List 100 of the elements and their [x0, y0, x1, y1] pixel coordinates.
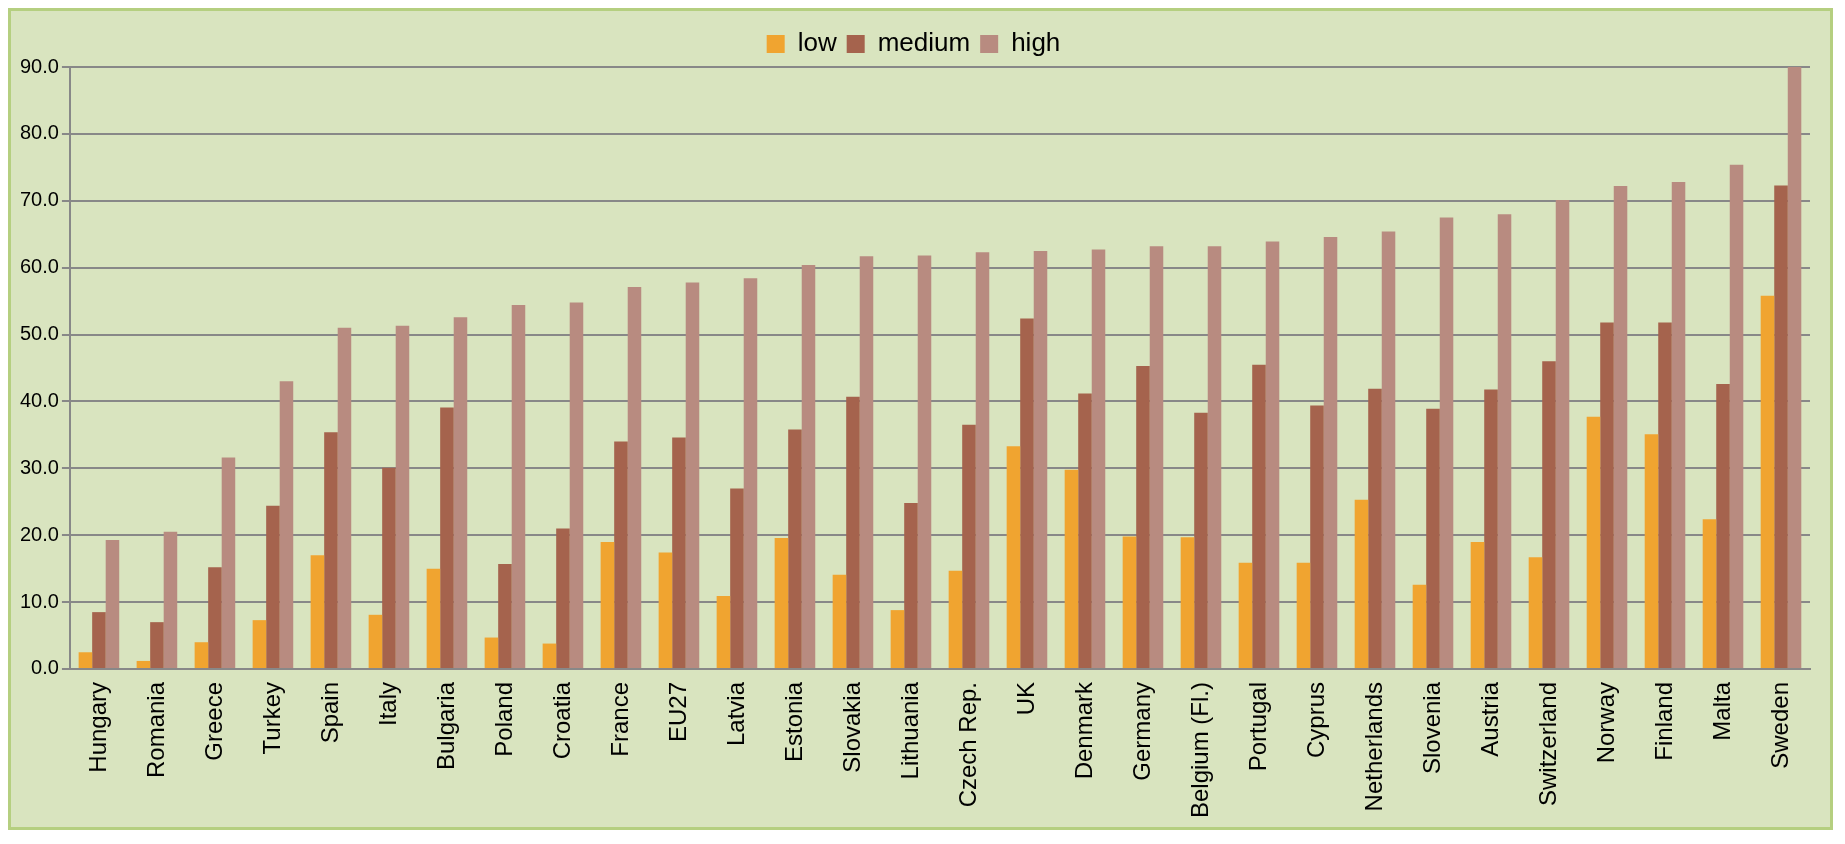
- x-tick-label: Sweden: [1765, 681, 1793, 769]
- y-tick-label: 10.0: [19, 589, 59, 612]
- bar: [1671, 182, 1686, 668]
- x-tick-label: France: [605, 681, 633, 757]
- x-tick-label: Lithuania: [895, 681, 923, 780]
- bar: [1368, 388, 1382, 668]
- bar: [975, 252, 990, 668]
- bar: [1020, 318, 1034, 668]
- bar: [1180, 537, 1195, 668]
- bar: [440, 407, 454, 668]
- y-tick-label: 30.0: [19, 455, 59, 478]
- y-tick-label: 80.0: [19, 121, 59, 144]
- x-tick-label: Estonia: [779, 681, 807, 763]
- bar: [426, 568, 441, 668]
- bar: [614, 441, 628, 668]
- bar: [395, 325, 410, 668]
- x-tick-label: Denmark: [1069, 680, 1097, 780]
- x-tick-label: Croatia: [547, 681, 575, 760]
- bar: [1310, 405, 1324, 668]
- x-tick-label: Slovakia: [837, 681, 865, 773]
- bar: [1613, 186, 1628, 668]
- bar: [1323, 236, 1338, 668]
- bar: [1064, 469, 1079, 668]
- y-tick-label: 60.0: [19, 255, 59, 278]
- bar: [743, 278, 758, 668]
- x-tick-label: Portugal: [1243, 681, 1271, 772]
- bar: [948, 570, 963, 668]
- x-tick-label: Belgium (Fl.): [1185, 681, 1213, 819]
- bar: [1542, 361, 1556, 668]
- bar: [1600, 322, 1614, 668]
- x-tick-label: Bulgaria: [431, 681, 459, 771]
- bar: [962, 424, 976, 668]
- x-tick-label: Finland: [1649, 681, 1677, 761]
- bar: [1787, 67, 1802, 668]
- bar: [1774, 185, 1788, 668]
- bar: [368, 614, 383, 668]
- bar: [498, 563, 512, 668]
- x-tick-label: Norway: [1591, 681, 1619, 764]
- bar: [1381, 231, 1396, 668]
- bar: [252, 620, 267, 668]
- x-tick-label: Slovenia: [1417, 681, 1445, 775]
- x-tick-label: UK: [1011, 681, 1039, 716]
- x-tick-label: Netherlands: [1359, 681, 1387, 812]
- bar: [1702, 519, 1717, 668]
- bar: [1644, 434, 1659, 668]
- bar: [658, 552, 673, 668]
- x-tick-label: Poland: [489, 681, 517, 757]
- bar: [730, 488, 744, 668]
- x-tick-label: Greece: [199, 681, 227, 761]
- bar: [672, 437, 686, 668]
- bar: [337, 327, 352, 668]
- x-tick-label: Malta: [1707, 681, 1735, 741]
- bar: [774, 537, 789, 668]
- bar: [221, 457, 236, 668]
- bar: [685, 282, 700, 668]
- bar: [1555, 200, 1570, 668]
- bar: [1586, 416, 1601, 668]
- x-tick-label: Romania: [141, 681, 169, 779]
- bar: [569, 302, 584, 668]
- bar: [163, 531, 178, 668]
- y-tick-label: 50.0: [19, 322, 59, 345]
- bar: [1091, 249, 1106, 668]
- bar: [194, 642, 209, 668]
- bar: [1716, 384, 1730, 668]
- bar: [1033, 250, 1048, 668]
- legend-label: low: [797, 27, 837, 58]
- bar: [542, 643, 557, 668]
- bar: [1296, 562, 1311, 668]
- bar: [208, 567, 222, 668]
- bar: [832, 574, 847, 668]
- y-tick-label: 90.0: [19, 54, 59, 77]
- bar: [1194, 412, 1208, 668]
- x-tick-label: Cyprus: [1301, 681, 1329, 759]
- bar: [788, 429, 802, 668]
- bar: [1006, 446, 1021, 668]
- bar: [859, 256, 874, 668]
- bar: [453, 317, 468, 668]
- bar: [150, 622, 164, 668]
- bar: [105, 539, 120, 668]
- bar: [266, 505, 280, 668]
- x-tick-label: Austria: [1475, 681, 1503, 757]
- bar: [1484, 389, 1498, 668]
- bar: [917, 255, 932, 668]
- bar: [1426, 408, 1440, 668]
- bar: [1470, 541, 1485, 668]
- bar: [1149, 246, 1164, 668]
- bar: [846, 396, 860, 668]
- x-tick-label: Italy: [373, 681, 401, 726]
- bar: [1078, 393, 1092, 668]
- bar: [890, 610, 905, 668]
- bar: [1528, 557, 1543, 668]
- x-tick-label: Spain: [315, 681, 343, 744]
- bar: [324, 432, 338, 668]
- y-tick-label: 70.0: [19, 188, 59, 211]
- bar: [1252, 364, 1266, 668]
- bar: [279, 381, 294, 668]
- y-tick-label: 0.0: [31, 656, 59, 679]
- legend-label: high: [1011, 27, 1061, 58]
- bar: [382, 467, 396, 668]
- bar: [1412, 584, 1427, 668]
